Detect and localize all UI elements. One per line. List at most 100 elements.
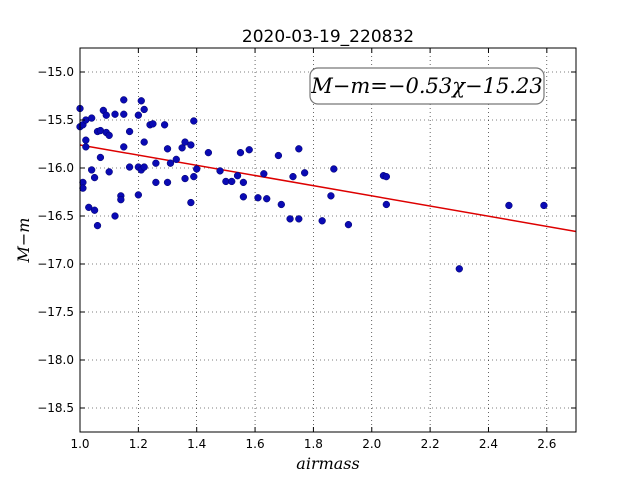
y-tick-label: −15.5 xyxy=(37,113,74,127)
data-point xyxy=(540,201,548,210)
data-point xyxy=(88,114,96,122)
data-point xyxy=(263,195,271,203)
x-tick-label: 1.8 xyxy=(304,437,323,451)
data-point xyxy=(152,178,160,187)
data-point xyxy=(233,172,242,180)
x-tick-label: 1.6 xyxy=(246,437,265,451)
data-point xyxy=(134,111,143,119)
data-point xyxy=(125,127,134,136)
data-point xyxy=(152,159,160,167)
data-point xyxy=(111,110,119,118)
data-point xyxy=(505,201,513,210)
data-point xyxy=(204,148,213,157)
data-point xyxy=(111,212,119,220)
data-point xyxy=(137,97,145,105)
data-point xyxy=(277,200,285,209)
data-point xyxy=(301,169,309,177)
data-point xyxy=(134,191,143,199)
data-point xyxy=(327,192,335,200)
x-tick-labels: 1.0 1.2 1.4 1.6 1.8 2.0 2.2 2.4 2.6 xyxy=(70,437,556,451)
data-point xyxy=(239,193,248,201)
data-point xyxy=(181,174,189,183)
data-point xyxy=(90,173,99,182)
annotation-text: M−m=−0.53χ−15.23 xyxy=(310,74,542,98)
x-tick-label: 2.2 xyxy=(421,437,440,451)
data-point xyxy=(82,143,90,151)
x-axis-label: airmass xyxy=(296,454,359,473)
fit-line xyxy=(79,144,577,233)
data-point xyxy=(120,96,128,104)
data-point xyxy=(245,146,253,154)
data-point xyxy=(190,117,198,125)
data-point xyxy=(193,165,201,173)
data-point xyxy=(181,138,189,146)
data-point xyxy=(163,145,172,153)
data-point xyxy=(286,215,294,223)
fit-line-layer xyxy=(79,144,577,233)
data-point xyxy=(149,120,157,128)
data-point xyxy=(163,178,172,187)
data-point xyxy=(260,170,268,178)
data-point xyxy=(90,206,99,214)
annotation-box xyxy=(309,67,545,105)
data-point xyxy=(318,217,326,225)
y-tick-label: −17.0 xyxy=(37,257,74,271)
x-tick-label: 2.0 xyxy=(362,437,381,451)
y-tick-label: −18.5 xyxy=(37,401,74,415)
data-points xyxy=(76,96,548,273)
data-point xyxy=(236,148,245,157)
data-point xyxy=(295,215,303,223)
data-point xyxy=(120,143,128,151)
data-point xyxy=(382,200,391,209)
data-point xyxy=(289,172,297,181)
x-tick-label: 1.2 xyxy=(129,437,148,451)
data-point xyxy=(140,138,148,146)
data-point xyxy=(82,136,90,144)
data-point xyxy=(125,163,134,171)
y-tick-label: −17.5 xyxy=(37,305,74,319)
x-tick-label: 2.4 xyxy=(479,437,498,451)
chart-title: 2020-03-19_220832 xyxy=(242,27,414,47)
data-point xyxy=(187,141,195,149)
data-point xyxy=(102,111,110,119)
x-tick-label: 1.4 xyxy=(187,437,206,451)
data-point xyxy=(187,198,195,207)
axis-ticks xyxy=(79,48,576,432)
x-tick-label: 1.0 xyxy=(70,437,89,451)
data-point xyxy=(79,184,87,192)
y-tick-label: −16.5 xyxy=(37,209,74,223)
y-tick-labels: −15.0 −15.5 −16.0 −16.5 −17.0 −17.5 −18.0 −18.5 xyxy=(37,65,74,415)
data-point xyxy=(85,203,93,212)
x-tick-label: 2.6 xyxy=(537,437,556,451)
data-point xyxy=(166,159,175,167)
data-point xyxy=(254,194,262,202)
data-point xyxy=(228,177,236,186)
data-point xyxy=(216,167,224,175)
y-tick-label: −18.0 xyxy=(37,353,74,367)
y-tick-label: −16.0 xyxy=(37,161,74,175)
data-point xyxy=(96,153,105,162)
data-point xyxy=(120,110,128,118)
data-point xyxy=(117,196,125,204)
data-point xyxy=(160,121,169,129)
fit-annotation: M−m=−0.53χ−15.23 xyxy=(309,67,545,105)
data-point xyxy=(140,163,148,171)
data-point xyxy=(93,221,102,230)
data-point xyxy=(382,172,391,181)
data-point xyxy=(295,145,303,153)
data-point xyxy=(274,151,283,160)
data-point xyxy=(105,168,113,176)
data-point xyxy=(105,131,113,140)
grid-lines xyxy=(79,48,576,432)
plot-frame xyxy=(79,47,577,433)
data-point xyxy=(344,220,353,229)
data-point xyxy=(455,265,463,273)
data-point xyxy=(140,105,148,114)
data-point xyxy=(88,166,96,174)
data-point xyxy=(178,144,186,152)
data-point xyxy=(190,172,198,181)
y-axis-label: M−m xyxy=(14,218,33,264)
data-point xyxy=(239,178,248,187)
data-point xyxy=(330,165,338,173)
